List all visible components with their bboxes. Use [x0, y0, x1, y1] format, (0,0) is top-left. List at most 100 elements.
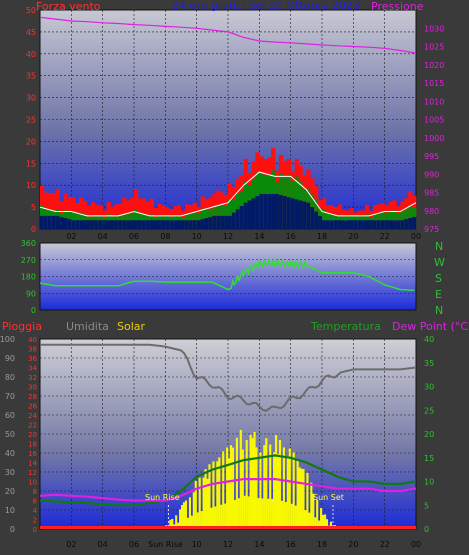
direction-label-e: E: [435, 288, 442, 301]
direction-tick-label: 270: [21, 256, 36, 265]
wind-tick-label: 25: [26, 116, 36, 125]
wind-tick-label: 5: [31, 203, 36, 212]
solar-bar: [267, 498, 270, 529]
solar-bar: [194, 480, 197, 529]
solar-bar: [249, 434, 252, 529]
solar-bar: [251, 438, 254, 529]
solar-bar: [265, 438, 268, 529]
wind-tick-label: 0: [31, 225, 36, 234]
temp-x-tick-label: 02: [66, 540, 76, 549]
solar-bar: [222, 451, 225, 529]
wind-avg-bar: [392, 220, 397, 229]
solar-bar: [206, 478, 209, 529]
wind-avg-bar: [322, 220, 327, 229]
solar-bar: [320, 507, 323, 529]
wind-x-tick-label: 02: [66, 232, 76, 241]
wind-avg-bar: [275, 193, 280, 229]
solar-bar: [179, 509, 182, 529]
wind-tick-label: 40: [26, 50, 36, 59]
solar-bar: [171, 518, 174, 529]
wind-speed-bar: [388, 210, 393, 229]
wind-speed-bar: [71, 211, 76, 229]
wind-tick-label: 45: [26, 28, 36, 37]
wind-x-tick-label: 14: [254, 232, 264, 241]
solar-bar: [325, 519, 329, 529]
wind-avg-bar: [87, 220, 92, 229]
wind-avg-bar: [255, 196, 260, 229]
wind-avg-bar: [137, 220, 143, 229]
wind-avg-bar: [55, 215, 60, 229]
wind-avg-bar: [59, 216, 64, 229]
wind-avg-bar: [306, 202, 311, 229]
rain-tick-label: 20: [28, 431, 37, 439]
rain-bar: [40, 526, 416, 529]
wind-tick-label: 15: [26, 159, 36, 168]
wind-avg-bar: [353, 220, 358, 229]
rain-tick-label: 26: [28, 403, 37, 411]
wind-avg-bar: [75, 220, 80, 229]
temp-x-tick-label: 18: [317, 540, 327, 549]
humidity-tick-label: 100: [0, 335, 15, 344]
wind-avg-bar: [63, 218, 68, 229]
solar-bar: [310, 482, 313, 529]
direction-line: [39, 257, 415, 292]
temp-x-tick-label: 10: [192, 540, 202, 549]
wind-avg-bar: [408, 218, 413, 229]
dewpoint-axis-label: Dew Point (°C): [392, 320, 469, 333]
pressure-tick-label: 1000: [424, 134, 444, 143]
solar-bar: [245, 439, 248, 529]
solar-bar: [276, 453, 280, 529]
temp-x-tick-label: 22: [380, 540, 390, 549]
wind-avg-bar: [157, 220, 162, 229]
humidity-tick-label: 80: [5, 373, 15, 382]
wind-avg-bar: [310, 207, 315, 229]
wind-axis-label: Forza vento: [36, 0, 101, 13]
wind-tick-label: 20: [26, 137, 36, 146]
rain-tick-label: 12: [28, 469, 37, 477]
solar-bar: [196, 512, 199, 529]
pressure-tick-label: 995: [424, 152, 439, 161]
solar-bar: [190, 515, 193, 529]
wind-avg-bar: [141, 220, 147, 229]
wind-avg-bar: [396, 220, 401, 229]
wind-avg-bar: [302, 201, 307, 229]
wind-tick-label: 30: [26, 94, 36, 103]
temp-tick-label: 30: [424, 383, 434, 392]
solar-bar: [218, 457, 221, 529]
wind-avg-bar: [412, 216, 417, 229]
humidity-tick-label: 60: [5, 411, 15, 420]
solar-bar: [241, 449, 244, 529]
wind-avg-bar: [318, 215, 323, 229]
solar-bar: [314, 517, 317, 529]
solar-bar: [318, 520, 321, 529]
solar-bar: [253, 431, 256, 529]
direction-label-n-bottom: N: [435, 304, 443, 317]
solar-bar: [312, 493, 315, 529]
wind-gust-bar: [149, 198, 154, 229]
solar-bar: [228, 458, 231, 529]
temp-x-tick-label: 14: [254, 540, 264, 549]
solar-bar: [296, 459, 299, 529]
solar-bar: [198, 477, 201, 529]
solar-bar: [286, 456, 289, 529]
solar-bar: [329, 521, 332, 529]
humidity-tick-label: 10: [5, 506, 15, 515]
wind-avg-bar: [208, 216, 213, 229]
temp-tick-label: 15: [424, 454, 434, 463]
solar-bar: [308, 512, 311, 529]
solar-bar: [280, 500, 284, 529]
wind-speed-bar: [200, 208, 205, 229]
wind-avg-bar: [181, 220, 186, 229]
wind-avg-bar: [341, 220, 346, 229]
temp-x-tick-label: 20: [348, 540, 358, 549]
wind-avg-bar: [161, 220, 166, 229]
wind-avg-bar: [235, 209, 241, 229]
rain-tick-label: 6: [33, 498, 38, 506]
solar-bar: [290, 503, 293, 529]
solar-bar: [306, 472, 309, 529]
wind-avg-bar: [134, 220, 139, 229]
temp-tick-label: 5: [424, 501, 429, 510]
rain-tick-label: 4: [33, 507, 38, 515]
solar-bar: [259, 452, 262, 529]
wind-speed-bar: [228, 199, 233, 229]
